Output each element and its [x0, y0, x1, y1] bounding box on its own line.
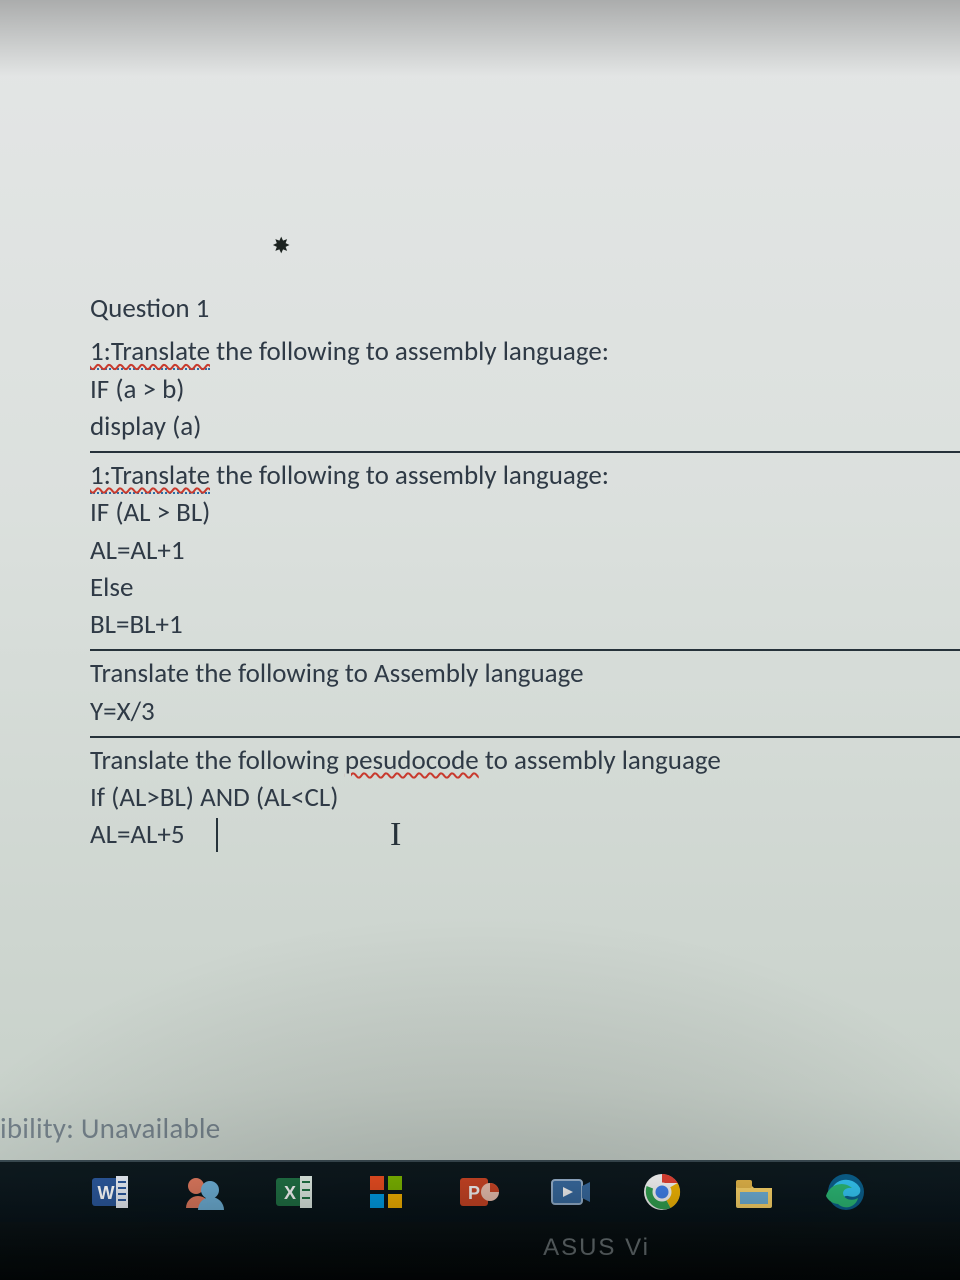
code-line: If (AL>BL) AND (AL<CL) [90, 779, 960, 816]
status-bar-text: ibility: Unavailable [0, 1110, 960, 1146]
code-line: IF (AL > BL) [90, 494, 960, 531]
prompt-text: the following to assembly language: [210, 335, 609, 368]
spellcheck-span: 1:Translate [90, 335, 210, 370]
code-line: display (a) [90, 408, 960, 445]
code-line: IF (a > b) [90, 371, 960, 408]
chrome-icon[interactable] [640, 1170, 684, 1214]
svg-text:W: W [98, 1183, 115, 1203]
below-taskbar-area: ASUS Vi [0, 1222, 960, 1280]
question-block-1: 1:Translate the following to assembly la… [90, 329, 960, 453]
prompt-text: the following to assembly language: [210, 459, 609, 492]
prompt-line: Translate the following pesudocode to as… [90, 742, 960, 779]
svg-text:P: P [468, 1183, 480, 1203]
excel-icon[interactable]: X [272, 1170, 316, 1214]
prompt-text: Translate the following [90, 744, 345, 777]
prompt-line: 1:Translate the following to assembly la… [90, 457, 960, 494]
question-block-2: 1:Translate the following to assembly la… [90, 453, 960, 651]
code-line: Else [90, 569, 960, 606]
media-icon[interactable] [548, 1170, 592, 1214]
svg-text:X: X [284, 1183, 296, 1203]
taskbar: W X [0, 1160, 960, 1222]
people-icon[interactable] [180, 1170, 224, 1214]
cursor-star-icon: ✸ [272, 232, 290, 259]
word-icon[interactable]: W [88, 1170, 132, 1214]
document-body: Question 1 1:Translate the following to … [90, 290, 960, 860]
powerpoint-icon[interactable]: P [456, 1170, 500, 1214]
spellcheck-span: 1:Translate [90, 459, 210, 494]
question-title: Question 1 [90, 290, 960, 327]
prompt-line: 1:Translate the following to assembly la… [90, 333, 960, 370]
code-line: AL=AL+5 [90, 816, 185, 853]
question-block-3: Translate the following to Assembly lang… [90, 651, 960, 738]
microsoft-store-icon[interactable] [364, 1170, 408, 1214]
code-line: AL=AL+1 [90, 532, 960, 569]
code-line: BL=BL+1 [90, 606, 960, 643]
watermark-text: ASUS Vi [543, 1234, 650, 1262]
file-explorer-icon[interactable] [732, 1170, 776, 1214]
question-block-4: Translate the following pesudocode to as… [90, 738, 960, 860]
spellcheck-span: pesudocode [345, 744, 479, 777]
code-line: Y=X/3 [90, 693, 960, 730]
prompt-text: to assembly language [479, 744, 721, 777]
prompt-text: Translate the following to Assembly lang… [90, 657, 584, 690]
text-caret [216, 818, 218, 852]
ibeam-cursor-icon: I [390, 812, 401, 859]
prompt-line: Translate the following to Assembly lang… [90, 655, 960, 692]
edge-icon[interactable] [824, 1170, 868, 1214]
